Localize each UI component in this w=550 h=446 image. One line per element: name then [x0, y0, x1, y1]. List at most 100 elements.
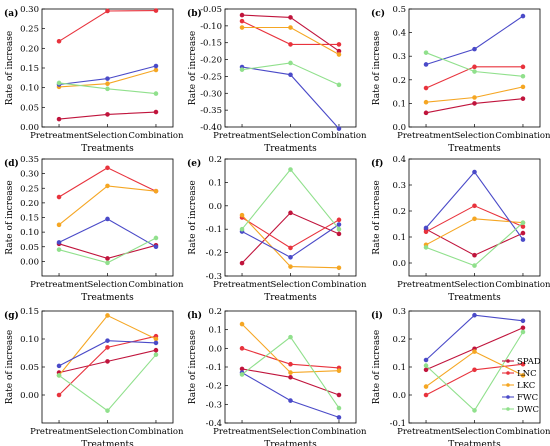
series-line-lnc [58, 167, 157, 198]
data-point-fwc [336, 415, 342, 420]
data-point-lnc [239, 18, 245, 24]
data-point-lkc [105, 183, 110, 189]
y-tick-label: 0.2 [208, 155, 222, 165]
data-point-lkc [56, 222, 62, 228]
y-tick-label: 0.1 [392, 363, 406, 373]
x-tick-label: Pretreatment [213, 131, 271, 141]
x-tick-label: Pretreatment [30, 280, 88, 290]
x-tick-label: Combination [495, 280, 550, 290]
x-tick-label: Pretreatment [397, 280, 455, 290]
y-tick-label: 0.2 [208, 307, 222, 317]
data-point-dwc [56, 80, 62, 86]
data-point-spad [336, 392, 342, 398]
data-point-dwc [423, 50, 429, 55]
x-tick-label: Combination [311, 427, 367, 437]
y-tick-label: 0.00 [20, 123, 39, 133]
data-point-lkc [520, 84, 526, 90]
y-tick-label: -0.25 [200, 72, 222, 82]
legend: SPAD LNC LKC FWC DWC [502, 357, 541, 415]
data-point-lkc [472, 349, 477, 354]
x-tick-label: Pretreatment [213, 280, 271, 290]
y-tick-label: -0.3 [206, 400, 222, 410]
data-point-spad [520, 96, 526, 101]
data-point-lnc [153, 8, 159, 13]
y-tick-label: 0.2 [392, 76, 406, 86]
legend-marker-lkc [506, 383, 510, 387]
x-tick-label: Selection [87, 131, 128, 141]
data-point-lnc [239, 346, 245, 351]
data-point-lkc [153, 336, 159, 342]
data-point-fwc [472, 46, 477, 52]
x-tick-label: Selection [454, 280, 495, 290]
data-point-lnc [105, 345, 110, 350]
y-axis-title: Rate of increase [5, 180, 15, 254]
data-point-spad [105, 359, 110, 364]
data-point-spad [288, 374, 293, 380]
y-tick-label: 0.0 [392, 123, 406, 133]
panel-label: (h) [187, 310, 202, 321]
data-point-lnc [472, 64, 477, 70]
data-point-lkc [239, 212, 245, 218]
panel-e: -0.3 -0.2 -0.1 0.0 0.1 0.2 Pretreatment Selecti… [187, 155, 367, 303]
y-tick-label: 0.2 [392, 207, 406, 217]
data-point-dwc [520, 73, 526, 79]
y-tick-label: 0.35 [20, 155, 39, 165]
y-tick-label: -0.35 [200, 106, 222, 116]
y-tick-label: -0.3 [206, 272, 222, 282]
data-point-dwc [423, 363, 429, 368]
y-tick-label: 0.05 [20, 103, 39, 113]
series-line-lnc [241, 217, 340, 249]
data-point-lkc [153, 67, 159, 73]
data-point-spad [153, 109, 159, 115]
y-axis-title: Rate of increase [5, 31, 15, 105]
y-tick-label: 0.1 [392, 233, 406, 243]
data-point-fwc [105, 216, 110, 222]
data-point-spad [105, 256, 110, 261]
panel-f: 0.0 0.1 0.2 0.3 0.4 Pretreatment Selection Comb… [371, 155, 550, 303]
data-point-lnc [56, 392, 62, 398]
y-tick-label: 0.15 [20, 214, 39, 224]
y-tick-label: -0.1 [390, 419, 406, 429]
panel-g: 0.00 0.05 0.10 0.15 Pretreatment Selection Com… [4, 307, 184, 446]
legend-label-dwc: DWC [517, 405, 539, 415]
data-point-lnc [105, 165, 110, 171]
data-point-lnc [288, 42, 293, 47]
data-point-lnc [472, 367, 477, 373]
data-point-lkc [288, 370, 293, 375]
data-point-lkc [239, 25, 245, 30]
data-point-lnc [520, 361, 526, 367]
data-point-fwc [288, 398, 293, 403]
data-point-dwc [423, 245, 429, 250]
y-tick-label: 0.20 [20, 44, 39, 54]
panel-label: (b) [187, 8, 202, 19]
x-tick-label: Combination [495, 427, 550, 437]
x-tick-label: Combination [128, 131, 184, 141]
data-point-spad [336, 231, 342, 237]
x-tick-label: Selection [454, 427, 495, 437]
y-tick-label: 0.4 [392, 155, 406, 165]
y-axis-title: Rate of increase [372, 330, 382, 404]
data-point-spad [423, 110, 429, 116]
legend-label-spad: SPAD [517, 357, 541, 367]
y-tick-label: 0.0 [392, 391, 406, 401]
legend-label-lkc: LKC [517, 381, 535, 391]
y-tick-label: 0.0 [208, 202, 222, 212]
x-axis-title: Treatments [81, 144, 134, 154]
data-point-dwc [472, 408, 477, 413]
data-point-dwc [336, 82, 342, 88]
data-point-fwc [336, 222, 342, 227]
data-point-lnc [288, 361, 293, 367]
y-tick-label: -0.2 [206, 249, 222, 259]
y-tick-label: 0.15 [20, 307, 39, 317]
y-tick-label: -0.1 [206, 225, 222, 235]
data-point-dwc [239, 372, 245, 377]
panel-label: (c) [371, 8, 385, 19]
x-tick-label: Selection [87, 280, 128, 290]
data-point-lkc [336, 368, 342, 374]
panel-label: (e) [187, 158, 201, 169]
data-point-dwc [336, 226, 342, 232]
panel-label: (d) [4, 158, 19, 169]
data-point-dwc [153, 235, 159, 241]
y-tick-label: 0.25 [20, 25, 39, 35]
data-point-dwc [520, 220, 526, 225]
